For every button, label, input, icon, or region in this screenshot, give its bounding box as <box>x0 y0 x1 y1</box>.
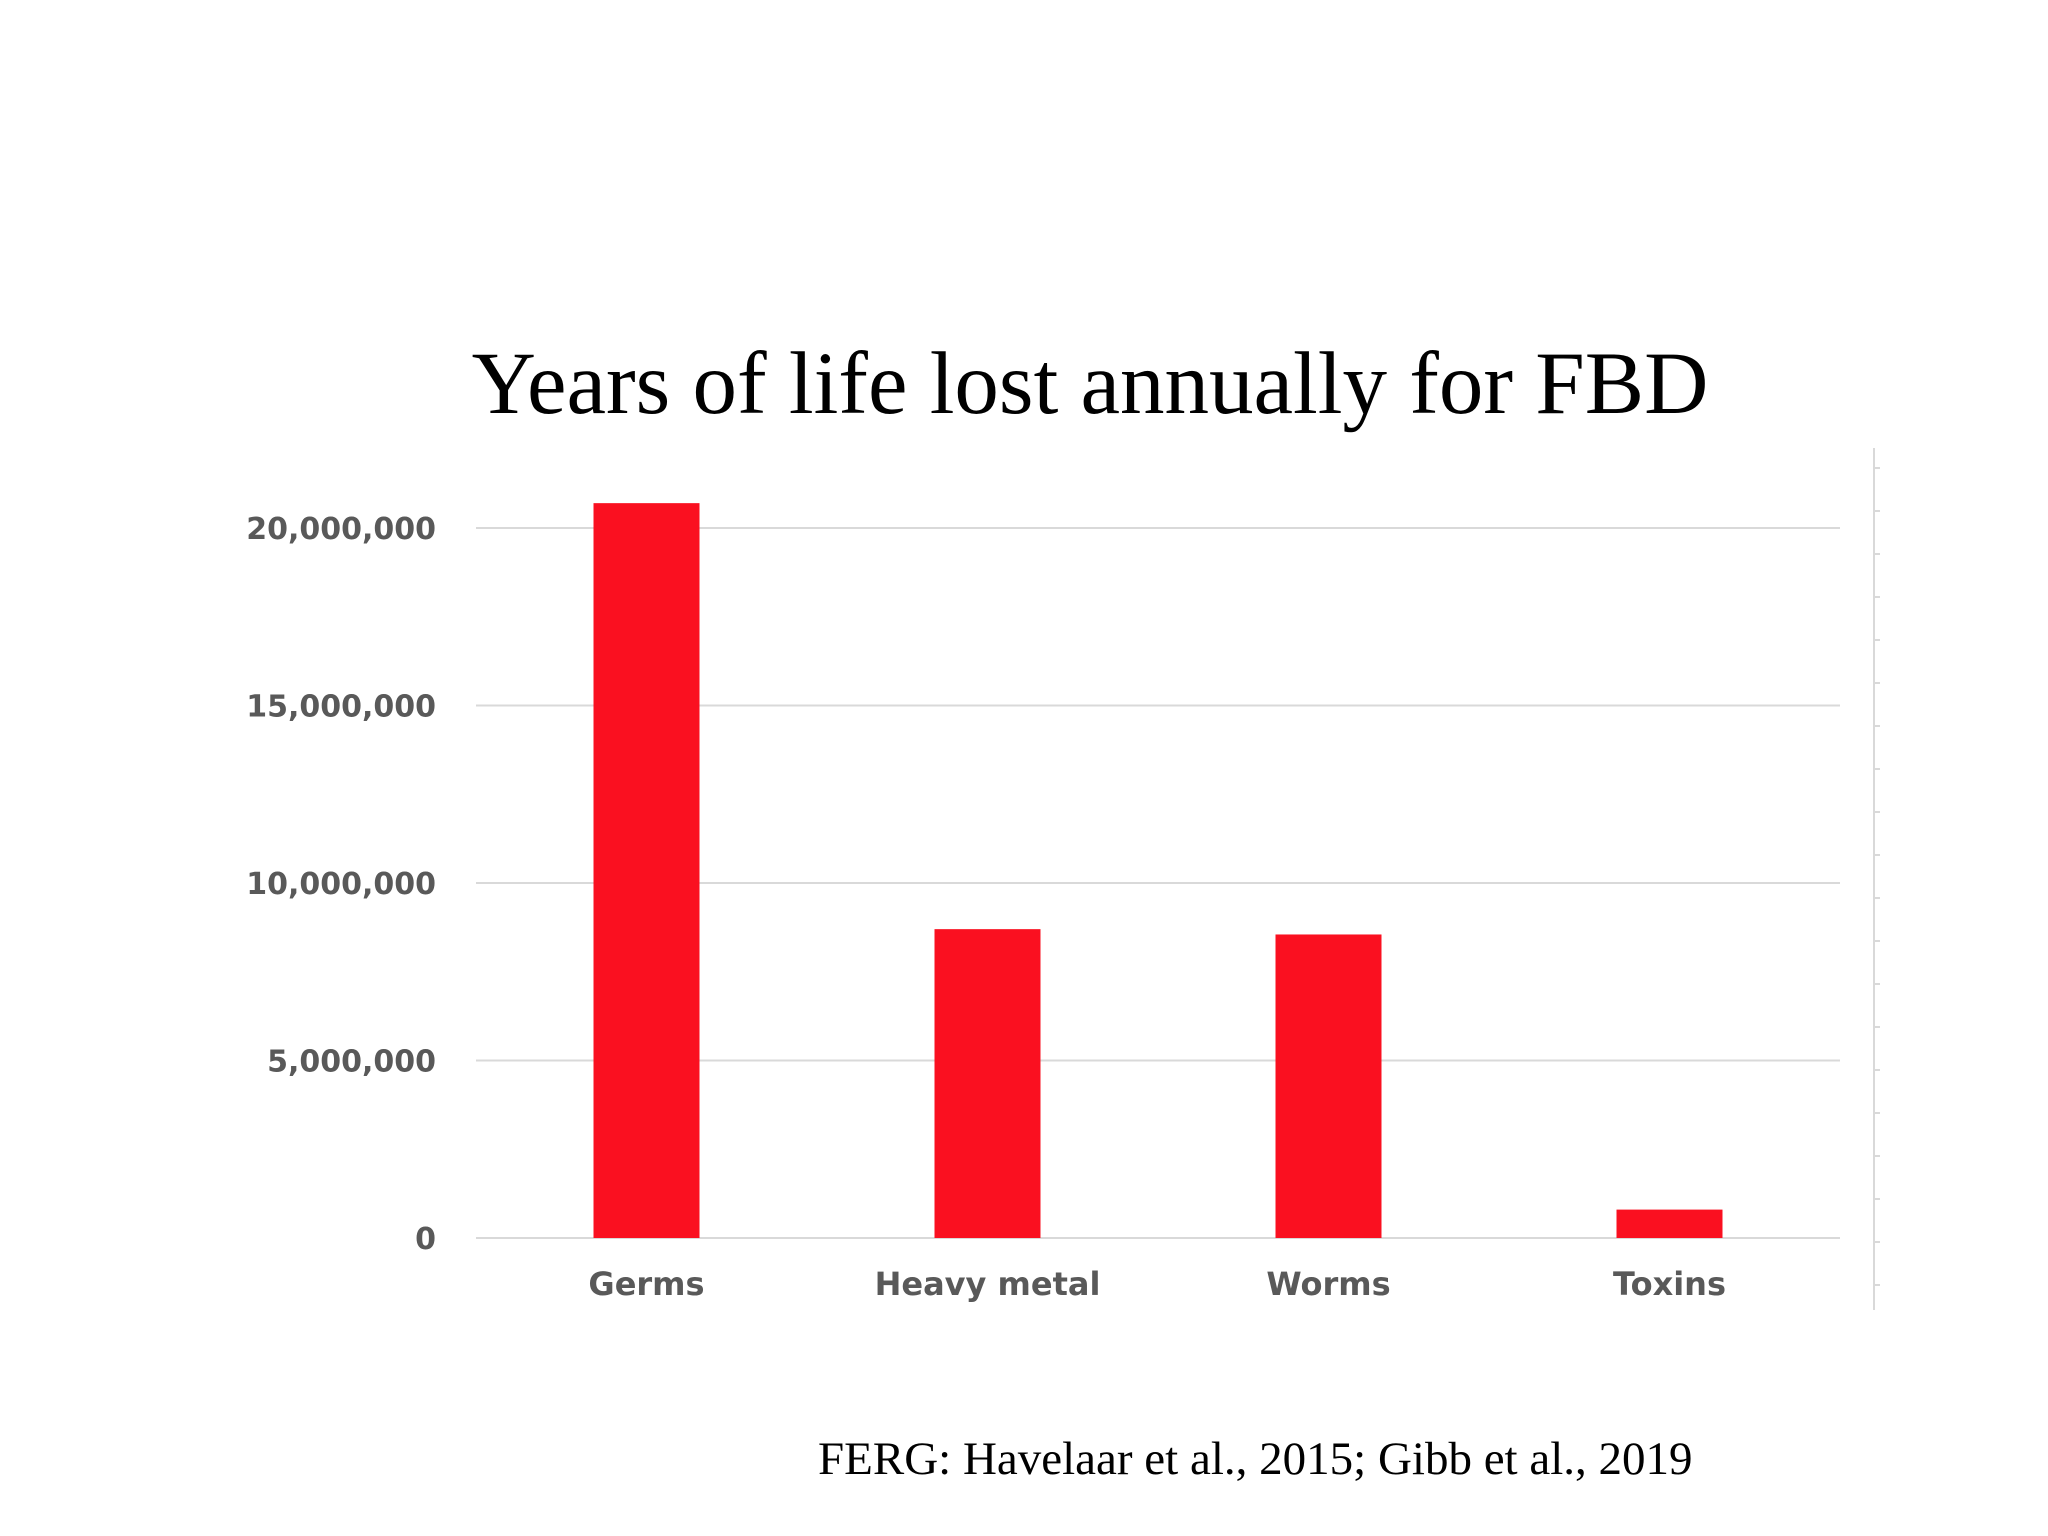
y-axis-tick-labels: 0 5,000,000 10,000,000 15,000,000 20,000,000 <box>246 512 436 1257</box>
bar-heavy-metal <box>934 929 1041 1238</box>
x-tick-label: Heavy metal <box>875 1265 1101 1303</box>
x-tick-label: Germs <box>588 1265 704 1303</box>
y-tick-label: 0 <box>415 1222 436 1257</box>
y-tick-label: 20,000,000 <box>246 512 436 547</box>
source-citation: FERG: Havelaar et al., 2015; Gibb et al.… <box>818 1433 1693 1485</box>
bar-germs <box>593 503 700 1238</box>
x-tick-label: Worms <box>1266 1265 1390 1303</box>
y-tick-label: 10,000,000 <box>246 867 436 902</box>
bar-worms <box>1275 934 1382 1238</box>
bars <box>593 503 1723 1238</box>
x-axis-tick-labels: Germs Heavy metal Worms Toxins <box>588 1265 1726 1303</box>
y-tick-label: 15,000,000 <box>246 690 436 725</box>
chart-right-border-ticks <box>1874 467 1880 1286</box>
chart-title: Years of life lost annually for FBD <box>471 335 1709 433</box>
x-tick-label: Toxins <box>1613 1265 1726 1303</box>
bar-toxins <box>1616 1209 1723 1238</box>
y-tick-label: 5,000,000 <box>267 1045 436 1080</box>
gridlines <box>476 527 1840 1239</box>
